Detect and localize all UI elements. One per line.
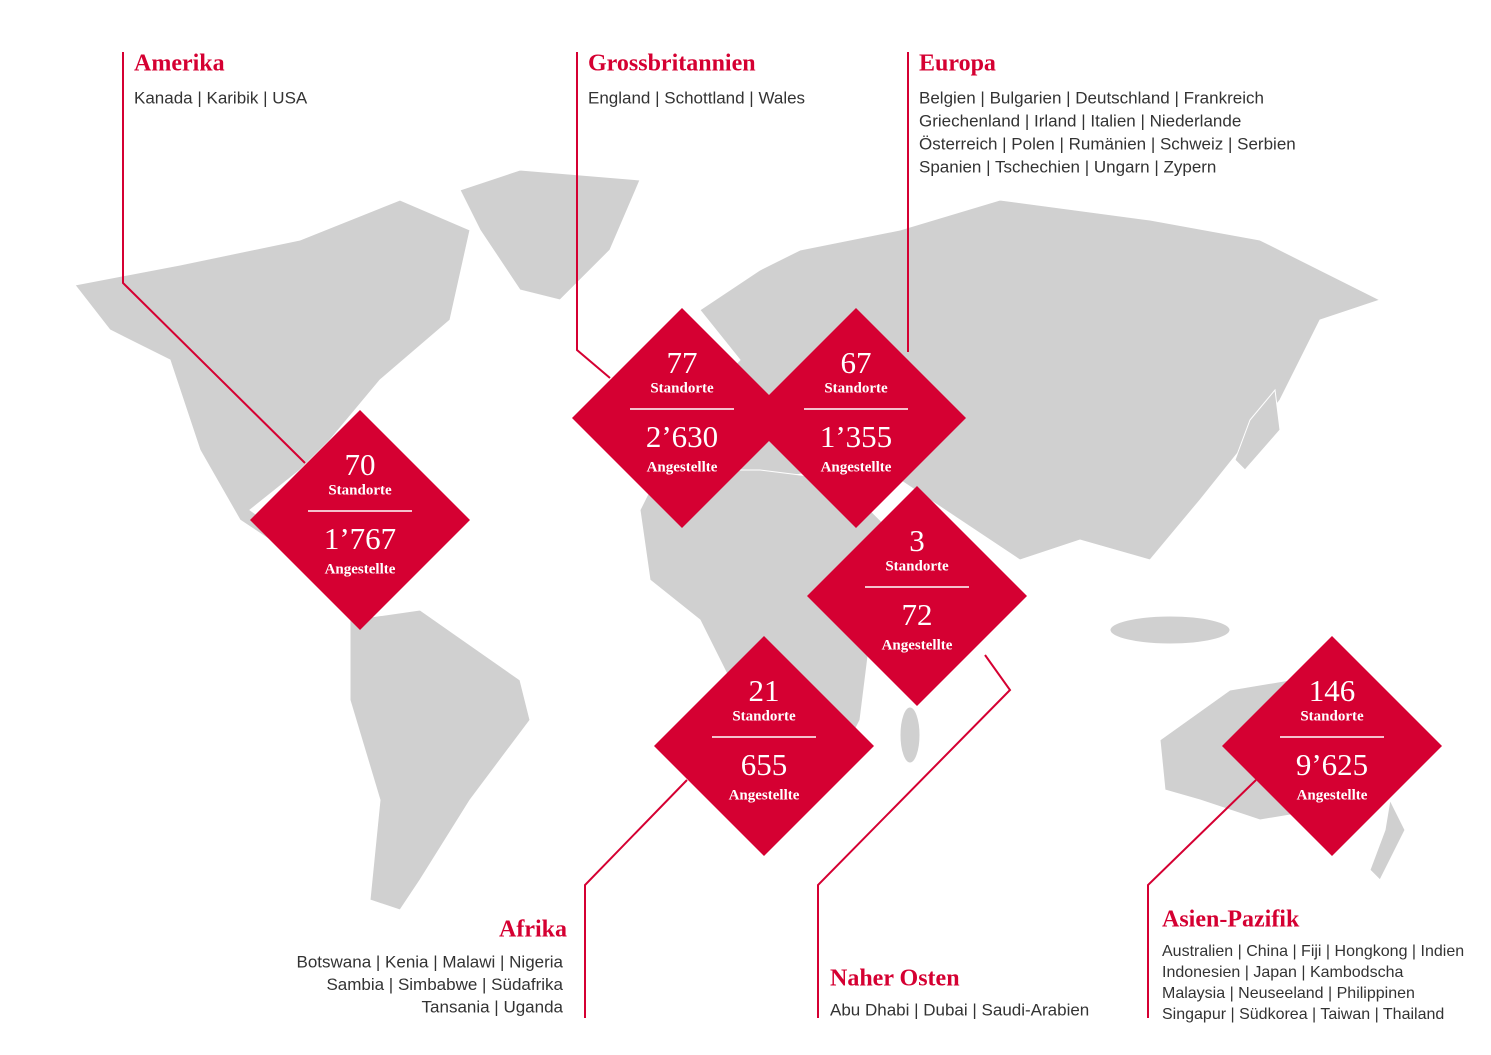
employees-label: Angestellte bbox=[1297, 787, 1368, 803]
leader-line bbox=[1147, 779, 1257, 1018]
region: Naher Osten Abu Dhabi | Dubai | Saudi-Ara… bbox=[807, 486, 1089, 1019]
employees-value: 2’630 bbox=[646, 419, 718, 454]
country-list: Abu Dhabi | Dubai | Saudi-Arabien bbox=[830, 1000, 1089, 1019]
country-list: Österreich | Polen | Rumänien | Schweiz … bbox=[919, 134, 1296, 153]
country-list: Sambia | Simbabwe | Südafrika bbox=[326, 975, 563, 994]
country-list: Singapur | Südkorea | Taiwan | Thailand bbox=[1162, 1006, 1444, 1023]
country-list: England | Schottland | Wales bbox=[588, 88, 805, 107]
region: Grossbritannien England | Schottland | Wa… bbox=[572, 51, 805, 528]
diamond bbox=[746, 308, 966, 528]
region: Asien-Pazifik Australien | China | Fiji |… bbox=[1162, 636, 1464, 1023]
locations-value: 70 bbox=[345, 447, 376, 482]
japan bbox=[1234, 388, 1281, 471]
madagascar bbox=[899, 706, 921, 764]
region-title: Grossbritannien bbox=[588, 51, 756, 77]
locations-value: 146 bbox=[1309, 673, 1356, 708]
region-title: Afrika bbox=[499, 917, 567, 943]
region-title: Europa bbox=[919, 51, 996, 77]
country-list: Belgien | Bulgarien | Deutschland | Fran… bbox=[919, 88, 1264, 107]
country-list: Indonesien | Japan | Kambodscha bbox=[1162, 964, 1403, 981]
locations-label: Standorte bbox=[1300, 708, 1364, 724]
leader-line bbox=[584, 779, 688, 1018]
region-title: Naher Osten bbox=[830, 966, 960, 992]
indonesia bbox=[1109, 615, 1231, 645]
country-list: Spanien | Tschechien | Ungarn | Zypern bbox=[919, 157, 1216, 176]
region: Europa Belgien | Bulgarien | Deutschland … bbox=[746, 51, 1296, 528]
greenland bbox=[459, 169, 641, 301]
country-list: Malaysia | Neuseeland | Philippinen bbox=[1162, 985, 1415, 1002]
diamond bbox=[1222, 636, 1442, 856]
employees-label: Angestellte bbox=[729, 787, 800, 803]
north-america bbox=[74, 199, 471, 621]
new-zealand bbox=[1369, 798, 1406, 881]
leader-line bbox=[576, 52, 611, 379]
employees-label: Angestellte bbox=[882, 637, 953, 653]
employees-value: 9’625 bbox=[1296, 747, 1368, 782]
country-list: Tansania | Uganda bbox=[422, 997, 564, 1016]
employees-value: 1’355 bbox=[820, 419, 892, 454]
south-america bbox=[349, 609, 531, 911]
country-list: Botswana | Kenia | Malawi | Nigeria bbox=[297, 952, 564, 971]
employees-label: Angestellte bbox=[821, 459, 892, 475]
region: Amerika Kanada | Karibik | USA 70Standorte… bbox=[134, 51, 470, 630]
country-list: Australien | China | Fiji | Hongkong | I… bbox=[1162, 943, 1464, 960]
employees-value: 1’767 bbox=[324, 521, 396, 556]
diamond bbox=[250, 410, 470, 630]
leader-lines bbox=[122, 52, 1257, 1018]
employees-value: 655 bbox=[741, 747, 788, 782]
employees-label: Angestellte bbox=[325, 561, 396, 577]
locations-value: 67 bbox=[841, 345, 872, 380]
locations-value: 77 bbox=[667, 345, 698, 380]
locations-value: 21 bbox=[749, 673, 780, 708]
locations-label: Standorte bbox=[328, 482, 392, 498]
region: Afrika Botswana | Kenia | Malawi | Nigeri… bbox=[297, 636, 874, 1016]
country-list: Kanada | Karibik | USA bbox=[134, 88, 308, 107]
locations-label: Standorte bbox=[885, 558, 949, 574]
diamond bbox=[654, 636, 874, 856]
locations-label: Standorte bbox=[824, 380, 888, 396]
employees-value: 72 bbox=[902, 597, 933, 632]
employees-label: Angestellte bbox=[647, 459, 718, 475]
locations-label: Standorte bbox=[650, 380, 714, 396]
leader-line bbox=[122, 52, 306, 464]
region-title: Asien-Pazifik bbox=[1162, 907, 1300, 933]
locations-label: Standorte bbox=[732, 708, 796, 724]
country-list: Griechenland | Irland | Italien | Nieder… bbox=[919, 111, 1241, 130]
leader-line bbox=[817, 654, 1012, 1018]
diamond bbox=[572, 308, 792, 528]
region-title: Amerika bbox=[134, 51, 225, 77]
locations-value: 3 bbox=[909, 523, 925, 558]
diamond bbox=[807, 486, 1027, 706]
